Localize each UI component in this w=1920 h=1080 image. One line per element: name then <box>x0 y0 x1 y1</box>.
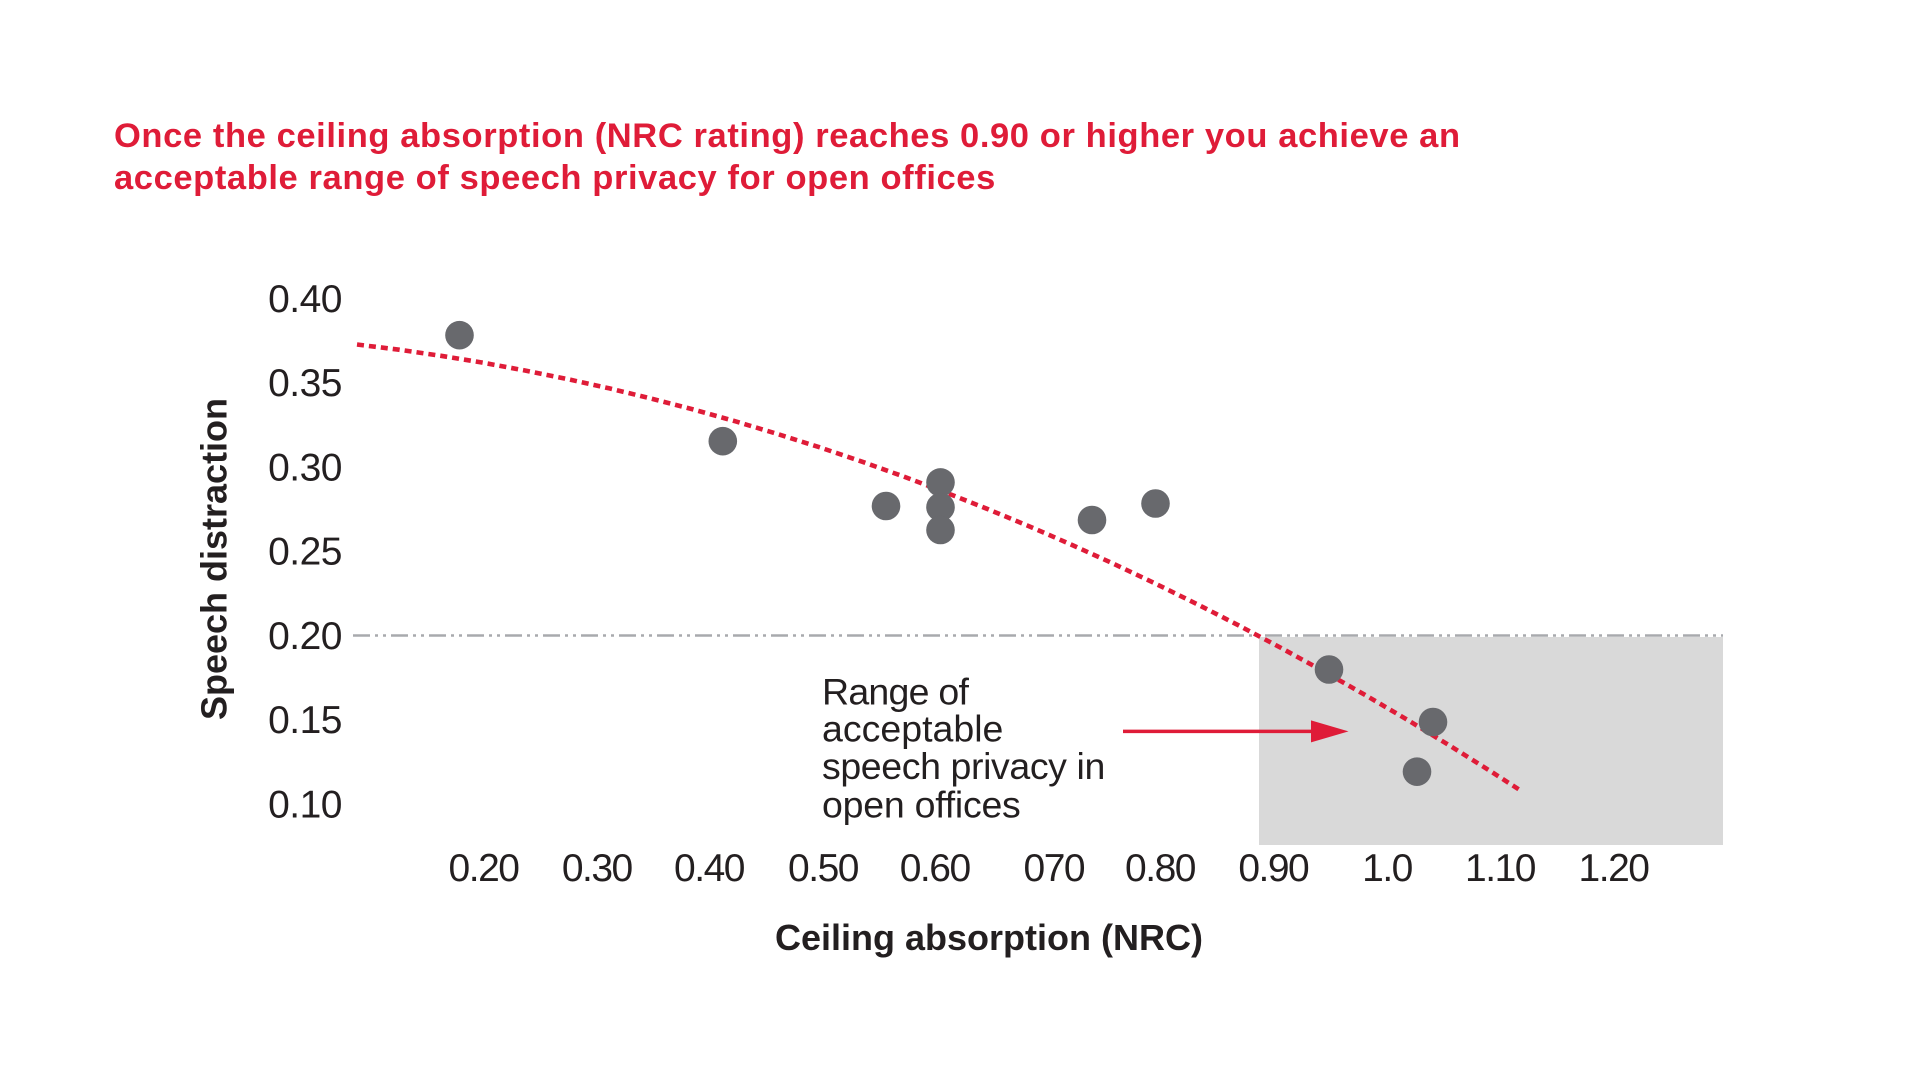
svg-text:1.20: 1.20 <box>1579 847 1650 890</box>
svg-text:Once the ceiling absorption (N: Once the ceiling absorption (NRC rating)… <box>114 117 1461 155</box>
svg-text:0.25: 0.25 <box>268 531 342 574</box>
svg-text:0.40: 0.40 <box>674 847 745 890</box>
svg-text:Speech distraction: Speech distraction <box>194 398 235 720</box>
svg-text:acceptable: acceptable <box>822 708 1003 750</box>
svg-text:0.80: 0.80 <box>1125 847 1196 890</box>
svg-text:Range of: Range of <box>822 670 970 712</box>
svg-text:Ceiling absorption (NRC): Ceiling absorption (NRC) <box>775 917 1203 958</box>
svg-text:0.90: 0.90 <box>1238 847 1309 890</box>
svg-text:0.35: 0.35 <box>268 362 342 405</box>
svg-text:0.15: 0.15 <box>268 699 342 742</box>
svg-text:1.10: 1.10 <box>1465 847 1536 890</box>
svg-text:0.30: 0.30 <box>562 847 633 890</box>
svg-text:0.30: 0.30 <box>268 446 342 489</box>
svg-text:0.60: 0.60 <box>900 847 971 890</box>
svg-text:speech privacy in: speech privacy in <box>822 745 1105 787</box>
svg-text:0.40: 0.40 <box>268 278 342 321</box>
svg-text:open offices: open offices <box>822 784 1021 826</box>
svg-text:070: 070 <box>1024 847 1085 890</box>
svg-text:1.0: 1.0 <box>1362 847 1413 890</box>
svg-text:0.10: 0.10 <box>268 783 342 826</box>
svg-text:0.20: 0.20 <box>449 847 520 890</box>
svg-text:0.50: 0.50 <box>788 847 859 890</box>
svg-text:acceptable range of speech pri: acceptable range of speech privacy for o… <box>114 159 996 197</box>
svg-text:0.20: 0.20 <box>268 615 342 658</box>
